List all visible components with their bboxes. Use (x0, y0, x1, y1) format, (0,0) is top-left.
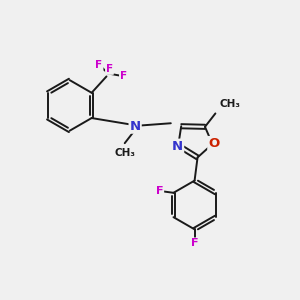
Text: CH₃: CH₃ (220, 99, 241, 109)
Text: F: F (106, 64, 113, 74)
Text: F: F (120, 71, 127, 81)
Text: F: F (156, 186, 163, 196)
Text: F: F (95, 59, 103, 70)
Text: CH₃: CH₃ (114, 148, 135, 158)
Text: N: N (130, 120, 141, 133)
Text: O: O (208, 137, 220, 150)
Text: F: F (191, 238, 198, 248)
Text: N: N (172, 140, 183, 153)
